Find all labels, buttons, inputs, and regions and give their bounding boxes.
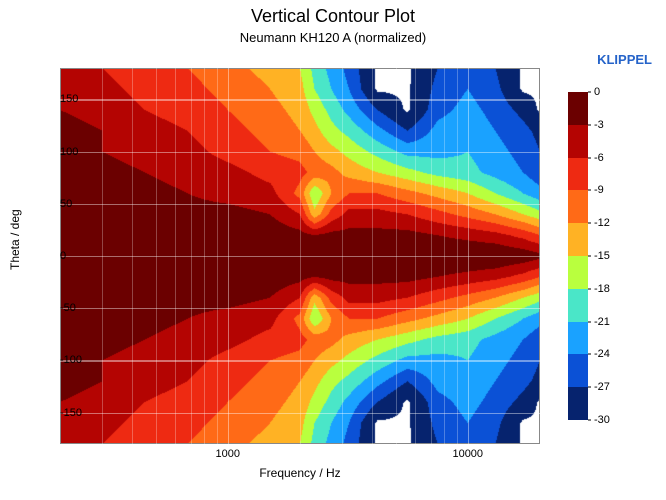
colorbar-level [568, 190, 588, 223]
x-tick: 10000 [452, 444, 483, 460]
gridline [60, 256, 540, 257]
gridline [60, 99, 540, 100]
colorbar-tick: -12 [588, 217, 610, 229]
y-axis-label: Theta / deg [8, 240, 22, 270]
y-tick: 150 [60, 93, 66, 105]
colorbar-tick: -15 [588, 250, 610, 262]
colorbar-level [568, 354, 588, 387]
colorbar-level [568, 223, 588, 256]
colorbar-level [568, 256, 588, 289]
y-tick: 0 [60, 250, 66, 262]
colorbar-tick: -30 [588, 414, 610, 426]
colorbar-tick: -9 [588, 184, 604, 196]
y-tick: -50 [60, 302, 66, 314]
chart-subtitle: Neumann KH120 A (normalized) [0, 30, 666, 45]
chart-title: Vertical Contour Plot [0, 6, 666, 27]
gridline [60, 204, 540, 205]
colorbar-level [568, 125, 588, 158]
brand-label: KLIPPEL [597, 52, 652, 67]
y-tick: -100 [60, 354, 66, 366]
gridline [60, 360, 540, 361]
colorbar-tick: -24 [588, 348, 610, 360]
contour-plot [60, 68, 540, 444]
colorbar-tick: -21 [588, 316, 610, 328]
y-tick: -150 [60, 407, 66, 419]
gridline [60, 308, 540, 309]
colorbar-tick: -6 [588, 152, 604, 164]
gridline [60, 413, 540, 414]
colorbar-tick: -3 [588, 119, 604, 131]
colorbar-level [568, 158, 588, 191]
y-tick: 50 [60, 198, 66, 210]
colorbar-level [568, 387, 588, 420]
x-tick: 1000 [216, 444, 240, 460]
y-tick: 100 [60, 146, 66, 158]
colorbar-tick: -27 [588, 381, 610, 393]
colorbar: 0-3-6-9-12-15-18-21-24-27-30 [568, 92, 588, 420]
colorbar-level [568, 92, 588, 125]
chart-container: { "title": {"text": "Vertical Contour Pl… [0, 0, 666, 500]
colorbar-tick: -18 [588, 283, 610, 295]
colorbar-level [568, 289, 588, 322]
x-axis-label: Frequency / Hz [60, 466, 540, 480]
gridline [60, 152, 540, 153]
colorbar-level [568, 322, 588, 355]
colorbar-tick: 0 [588, 86, 600, 98]
